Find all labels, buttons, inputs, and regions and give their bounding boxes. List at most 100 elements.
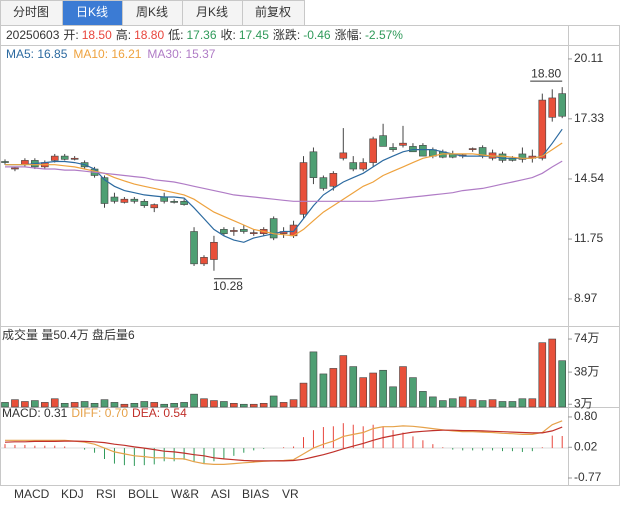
y-tick-label: 8.97 bbox=[574, 291, 598, 305]
volume-bar bbox=[50, 398, 59, 408]
candle-body bbox=[50, 155, 59, 161]
volume-bar bbox=[409, 377, 417, 408]
tab-label[interactable]: 分时图 bbox=[13, 5, 49, 19]
candle-body bbox=[468, 148, 477, 150]
volume-bar bbox=[11, 399, 19, 408]
candle-body bbox=[130, 198, 139, 202]
candle-body bbox=[200, 257, 208, 265]
candle-body bbox=[249, 232, 258, 234]
candle-body bbox=[349, 162, 358, 170]
candle-body bbox=[269, 218, 278, 239]
candle-body bbox=[120, 198, 129, 203]
indicator-tab[interactable]: RSI bbox=[96, 487, 116, 501]
candle-body bbox=[170, 201, 178, 203]
volume-bar bbox=[389, 386, 397, 408]
candle-body bbox=[419, 145, 427, 157]
ma-line bbox=[5, 128, 563, 243]
candle-body bbox=[299, 162, 308, 215]
info-label: 高: bbox=[116, 27, 131, 42]
volume-bar bbox=[110, 402, 119, 408]
legend-entry: DIFF: 0.70 bbox=[71, 406, 128, 420]
volume-bar bbox=[130, 403, 139, 408]
y-tick-label: 20.11 bbox=[574, 51, 603, 65]
candle-body bbox=[60, 155, 69, 160]
info-value: 18.80 bbox=[134, 28, 164, 42]
volume-bar bbox=[289, 399, 298, 408]
indicator-tab[interactable]: VR bbox=[282, 487, 299, 501]
candle-body bbox=[11, 167, 19, 170]
volume-bar bbox=[538, 342, 547, 408]
tab[interactable]: 日K线 bbox=[62, 0, 123, 26]
volume-bar bbox=[429, 396, 437, 408]
volume-bar bbox=[379, 369, 387, 408]
volume-bar bbox=[190, 393, 198, 408]
volume-bar bbox=[478, 400, 487, 408]
volume-bar bbox=[468, 399, 477, 408]
macd-line bbox=[4, 426, 563, 462]
volume-bar bbox=[1, 402, 9, 408]
volume-bar bbox=[339, 355, 348, 408]
pane-title: 成交量 量50.4万 盘后量6 bbox=[2, 327, 135, 342]
tab-label[interactable]: 周K线 bbox=[136, 5, 168, 19]
volume-bar bbox=[150, 402, 159, 408]
volume-bar bbox=[249, 403, 258, 408]
indicator-tab[interactable]: BOLL bbox=[128, 487, 159, 501]
candle-body bbox=[100, 177, 109, 204]
macd-legend: MACD: 0.31 DIFF: 0.70 DEA: 0.54 bbox=[2, 406, 187, 420]
tab-label[interactable]: 月K线 bbox=[196, 5, 228, 19]
annotation-label: 10.28 bbox=[213, 279, 243, 293]
candle-body bbox=[359, 162, 368, 170]
volume-bar bbox=[100, 399, 109, 408]
volume-bar bbox=[230, 403, 238, 408]
y-tick-label: 17.33 bbox=[574, 111, 604, 125]
volume-bar bbox=[279, 402, 288, 408]
volume-bar bbox=[299, 382, 308, 408]
info-label: 涨幅: bbox=[335, 27, 362, 42]
volume-bar bbox=[240, 403, 248, 408]
tab[interactable]: 前复权 bbox=[242, 0, 305, 26]
candle-body bbox=[309, 151, 318, 178]
candle-body bbox=[230, 230, 238, 232]
info-label: 涨跌: bbox=[273, 27, 300, 42]
legend-entry: MA30: 15.37 bbox=[147, 47, 215, 61]
info-date: 20250603 bbox=[6, 28, 60, 42]
ma-line bbox=[5, 160, 563, 202]
volume-bar bbox=[160, 403, 168, 408]
legend-entry: MA10: 16.21 bbox=[73, 47, 141, 61]
volume-bar bbox=[200, 398, 208, 408]
indicator-tab[interactable]: BIAS bbox=[242, 487, 269, 501]
candle-body bbox=[329, 173, 338, 187]
tab[interactable]: 分时图 bbox=[0, 0, 63, 26]
volume-bar bbox=[220, 401, 228, 408]
macd-line bbox=[5, 420, 563, 465]
volume-bar bbox=[558, 360, 567, 408]
indicator-tab[interactable]: KDJ bbox=[61, 487, 84, 501]
tab[interactable]: 月K线 bbox=[182, 0, 243, 26]
tab-label[interactable]: 前复权 bbox=[255, 4, 291, 19]
volume-bar bbox=[269, 395, 278, 408]
volume-bar bbox=[508, 401, 517, 408]
tab-label[interactable]: 日K线 bbox=[76, 5, 108, 19]
volume-bar bbox=[488, 399, 497, 408]
candle-body bbox=[1, 161, 9, 163]
info-value: 17.36 bbox=[186, 28, 216, 42]
candle-body bbox=[538, 99, 547, 159]
tab[interactable]: 周K线 bbox=[122, 0, 183, 26]
indicator-tab[interactable]: W&R bbox=[171, 487, 199, 501]
volume-bar bbox=[140, 401, 149, 408]
candle-body bbox=[220, 229, 228, 234]
info-label: 收: bbox=[221, 28, 236, 42]
candle-body bbox=[190, 231, 198, 265]
y-tick-label: 0.80 bbox=[574, 409, 598, 423]
volume-bar bbox=[329, 368, 338, 408]
volume-bar bbox=[60, 403, 69, 408]
candle-body bbox=[339, 152, 348, 159]
y-tick-label: 74万 bbox=[574, 331, 599, 345]
volume-bar bbox=[170, 403, 178, 408]
y-tick-label: 38万 bbox=[574, 364, 599, 378]
info-value: 18.50 bbox=[82, 28, 112, 42]
candle-body bbox=[140, 201, 149, 206]
indicator-tab[interactable]: ASI bbox=[211, 487, 230, 501]
info-value: -0.46 bbox=[303, 28, 331, 42]
indicator-tab[interactable]: MACD bbox=[14, 487, 50, 501]
